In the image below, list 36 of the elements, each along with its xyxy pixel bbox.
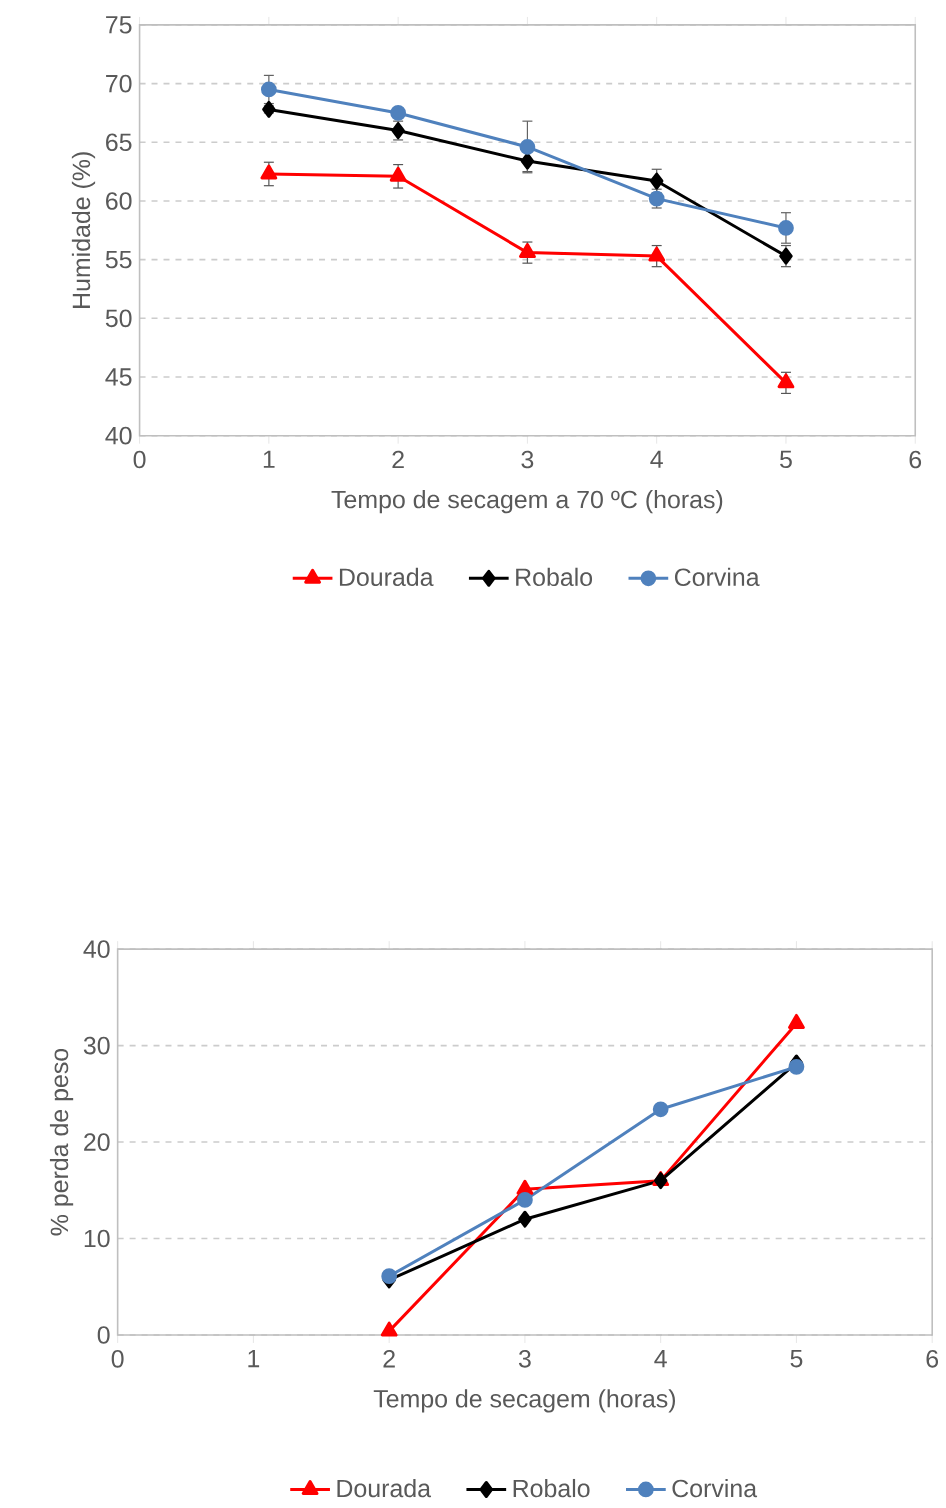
x-tick-label: 3 bbox=[521, 450, 534, 469]
y-tick-label: 40 bbox=[105, 426, 132, 445]
y-tick-label: 45 bbox=[105, 368, 132, 386]
x-tick-label: 2 bbox=[392, 450, 404, 469]
y-tick-label: 60 bbox=[106, 192, 132, 210]
x-tick-label: 5 bbox=[780, 450, 792, 469]
x-tick-label: 6 bbox=[926, 1350, 939, 1368]
legend-label: Corvina bbox=[675, 567, 760, 587]
x-axis-title: Tempo de secagem a 70 ºC (horas) bbox=[331, 490, 723, 514]
x-tick-label: 1 bbox=[263, 450, 275, 468]
legend-label: Robalo bbox=[516, 567, 593, 587]
x-tick-label: 4 bbox=[654, 1350, 667, 1368]
x-tick-label: 0 bbox=[133, 450, 146, 469]
y-axis-title: Humidade (%) bbox=[71, 152, 96, 308]
y-tick-label: 50 bbox=[105, 309, 132, 328]
y-tick-label: 10 bbox=[84, 1229, 110, 1248]
x-axis-title: Tempo de secagem (horas) bbox=[373, 1389, 676, 1413]
x-tick-label: 2 bbox=[383, 1350, 395, 1368]
legend-label: Dourada bbox=[337, 1478, 432, 1498]
y-tick-label: 40 bbox=[83, 940, 110, 958]
legend-label: Robalo bbox=[513, 1478, 590, 1498]
y-tick-label: 70 bbox=[106, 74, 132, 93]
x-tick-label: 3 bbox=[519, 1350, 531, 1368]
x-tick-label: 5 bbox=[790, 1350, 803, 1368]
x-tick-label: 6 bbox=[909, 450, 922, 469]
y-tick-label: 0 bbox=[97, 1326, 110, 1344]
legend-label: Corvina bbox=[672, 1478, 758, 1498]
y-tick-label: 65 bbox=[106, 133, 132, 152]
legend-label: Dourada bbox=[340, 567, 434, 587]
y-axis-title: % perda de peso bbox=[50, 1048, 74, 1236]
x-tick-label: 1 bbox=[248, 1350, 260, 1368]
y-tick-label: 20 bbox=[84, 1133, 110, 1151]
y-tick-label: 30 bbox=[83, 1036, 110, 1055]
y-tick-label: 75 bbox=[106, 16, 132, 34]
y-tick-label: 55 bbox=[105, 250, 132, 269]
x-tick-label: 4 bbox=[650, 450, 663, 468]
